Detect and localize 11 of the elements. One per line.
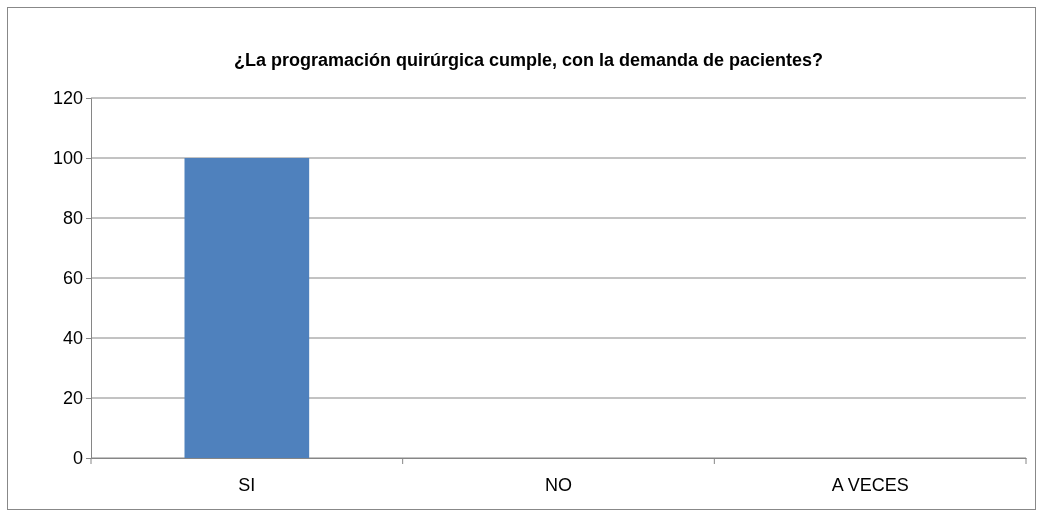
y-tick-label: 100 xyxy=(52,148,83,169)
y-tick-label: 60 xyxy=(62,268,83,289)
x-tick-label: SI xyxy=(238,474,256,495)
y-tick-label: 80 xyxy=(62,208,83,229)
y-tick-label: 40 xyxy=(62,328,83,349)
y-tick-label: 0 xyxy=(72,448,83,469)
y-tick-label: 20 xyxy=(62,388,83,409)
chart-title: ¿La programación quirúrgica cumple, con la demanda de pacientes? xyxy=(233,50,824,70)
x-tick-label: A VECES xyxy=(831,474,909,495)
y-tick-label: 120 xyxy=(52,88,83,109)
x-tick-label: NO xyxy=(545,474,572,495)
